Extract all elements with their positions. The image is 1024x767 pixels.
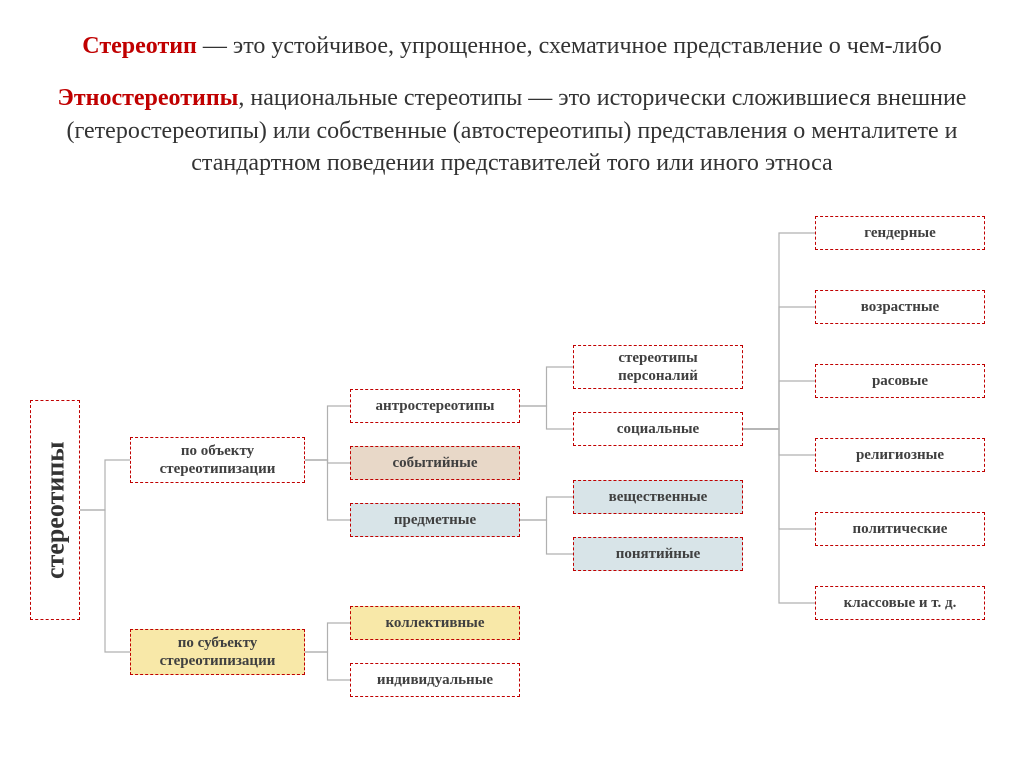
node-event: событийные [350,446,520,480]
node-vesh: вещественные [573,480,743,514]
edge-obj-antro [305,406,350,460]
node-koll: коллективные [350,606,520,640]
edge-antro-soc [520,406,573,429]
edge-pred-vesh [520,497,573,520]
node-pers: стереотипы персоналий [573,345,743,389]
node-relig: религиозные [815,438,985,472]
edge-subj-koll [305,623,350,652]
node-gender: гендерные [815,216,985,250]
edge-pred-pon [520,520,573,554]
node-age: возрастные [815,290,985,324]
node-polit: политические [815,512,985,546]
node-indiv: индивидуальные [350,663,520,697]
edge-soc-polit [743,429,815,529]
edge-soc-race [743,381,815,429]
node-root: стереотипы [30,400,80,620]
edge-soc-class [743,429,815,603]
node-pon: понятийные [573,537,743,571]
edge-soc-age [743,307,815,429]
node-soc: социальные [573,412,743,446]
node-class: классовые и т. д. [815,586,985,620]
edge-root-obj [80,460,130,510]
node-race: расовые [815,364,985,398]
edge-obj-pred [305,460,350,520]
node-pred: предметные [350,503,520,537]
edge-antro-pers [520,367,573,406]
edge-obj-event [305,460,350,463]
edge-soc-relig [743,429,815,455]
hierarchy-diagram: стереотипы по объекту стереотипизации по с… [0,0,1024,767]
node-subj: по субъекту стереотипизации [130,629,305,675]
edge-soc-gender [743,233,815,429]
edge-subj-indiv [305,652,350,680]
edge-root-subj [80,510,130,652]
node-antro: антростереотипы [350,389,520,423]
node-obj: по объекту стереотипизации [130,437,305,483]
